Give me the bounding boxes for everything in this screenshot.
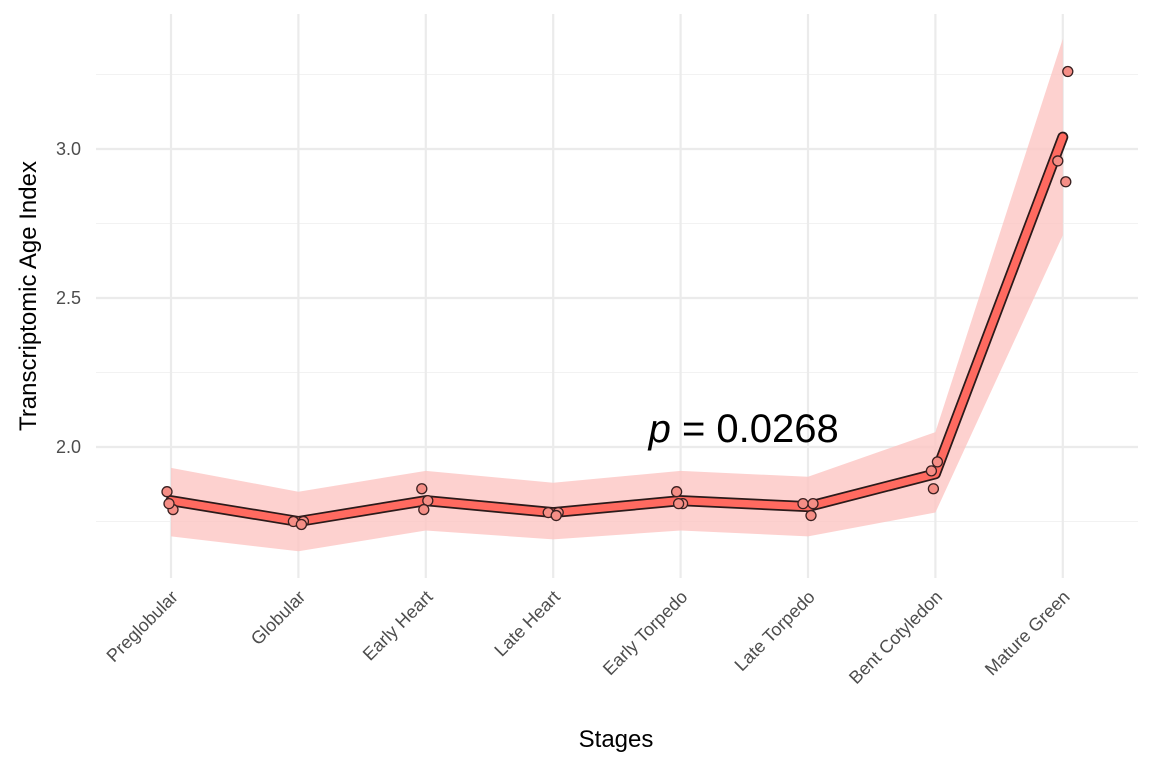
p-value-number: = 0.0268 — [671, 407, 839, 451]
y-tick-label: 3.0 — [56, 139, 81, 159]
y-tick-label: 2.5 — [56, 288, 81, 308]
x-tick-label: Mature Green — [981, 587, 1074, 680]
x-tick-label: Early Torpedo — [599, 587, 691, 679]
x-tick-label: Late Torpedo — [731, 587, 819, 675]
data-point — [931, 456, 944, 468]
p-value-italic: p — [648, 407, 671, 451]
series-line — [167, 133, 1067, 526]
y-tick-label: 2.0 — [56, 437, 81, 457]
x-tick-label: Bent Cotyledon — [845, 587, 946, 688]
x-tick-label: Early Heart — [359, 587, 437, 665]
data-point — [807, 497, 819, 510]
x-tick-label: Late Heart — [490, 587, 564, 661]
data-point — [416, 483, 428, 495]
y-axis-title: Transcriptomic Age Index — [15, 161, 42, 431]
data-point — [797, 497, 809, 510]
data-point — [1052, 155, 1064, 167]
data-point — [1062, 65, 1074, 78]
data-point — [927, 483, 940, 495]
data-point — [163, 497, 175, 510]
data-point — [925, 465, 938, 477]
data-point — [418, 503, 430, 516]
series-line-layer — [165, 131, 1069, 527]
data-point — [550, 509, 562, 522]
data-point — [161, 486, 173, 498]
x-tick-label: Preglobular — [103, 587, 182, 666]
y-tick-labels: 2.0 2.5 3.0 — [56, 139, 81, 457]
data-point — [805, 509, 817, 522]
x-axis-title: Stages — [579, 726, 654, 753]
confidence-ribbon — [171, 38, 1063, 552]
p-value-annotation: p = 0.0268 — [648, 407, 839, 451]
x-tick-label: Globular — [247, 587, 309, 649]
data-point — [672, 497, 685, 510]
data-point — [295, 518, 308, 531]
points-layer — [161, 65, 1074, 531]
confidence-ribbon-layer — [171, 38, 1063, 552]
data-point — [1060, 176, 1072, 188]
data-point — [670, 486, 683, 498]
x-tick-labels: Preglobular Globular Early Heart Late Heart… — [103, 587, 1074, 688]
